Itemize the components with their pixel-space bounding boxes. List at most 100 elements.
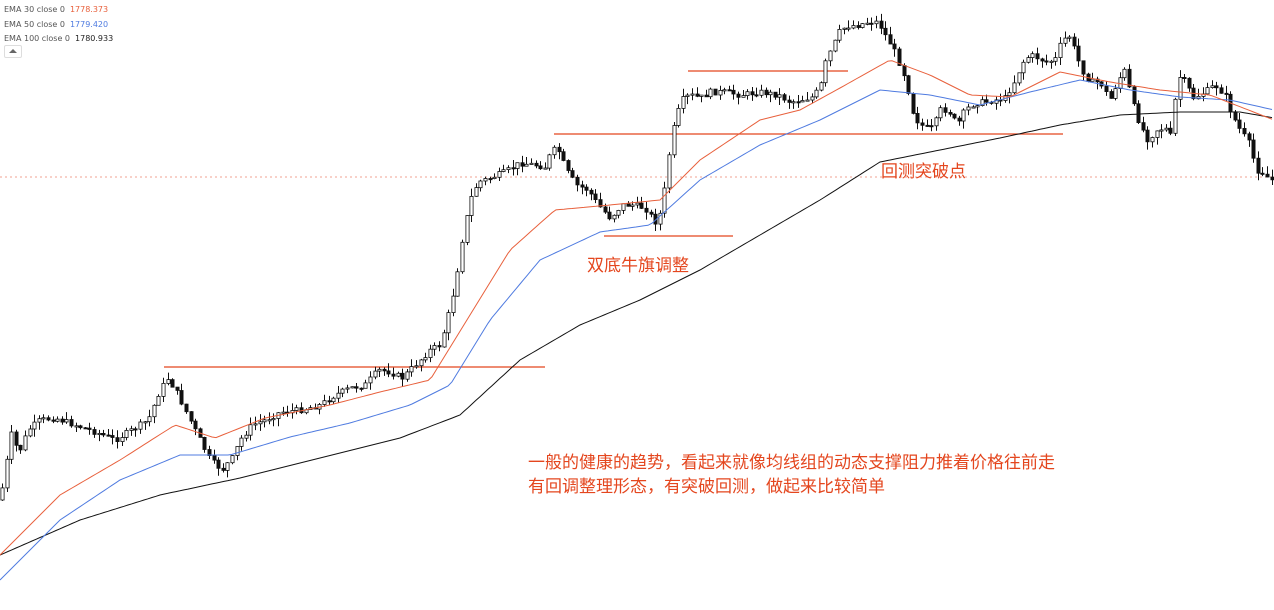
- candle-body: [534, 162, 539, 167]
- candle-body: [842, 27, 847, 30]
- candle-body: [1247, 133, 1252, 141]
- candle-body: [248, 424, 253, 436]
- candle-body: [202, 436, 207, 450]
- candle-body: [846, 27, 851, 30]
- candle-body: [1081, 60, 1086, 75]
- candle-body: [1127, 68, 1132, 88]
- candle-body: [74, 425, 79, 428]
- candle-body: [368, 376, 373, 384]
- candle-body: [754, 94, 759, 97]
- legend-ema50[interactable]: EMA 50 close 0 1779.420: [4, 18, 113, 33]
- candle-body: [506, 167, 511, 170]
- candle-body: [1150, 137, 1155, 143]
- candle-body: [782, 94, 787, 101]
- candle-body: [911, 93, 916, 114]
- legend-ema100-label: EMA 100 close 0: [4, 34, 71, 43]
- candle-body: [662, 187, 667, 214]
- annotation-double-bottom: 双底牛旗调整: [587, 256, 689, 276]
- candle-body: [152, 404, 157, 418]
- candle-body: [497, 171, 502, 178]
- candlesticks: [0, 13, 1274, 501]
- candle-body: [483, 178, 488, 182]
- candle-body: [179, 390, 184, 405]
- candle-body: [938, 107, 943, 119]
- candle-body: [672, 125, 677, 156]
- candle-body: [253, 423, 258, 426]
- candle-body: [1164, 127, 1169, 131]
- candle-body: [727, 89, 732, 92]
- candle-body: [603, 206, 608, 213]
- candle-body: [18, 444, 23, 451]
- candle-body: [129, 428, 134, 431]
- candle-body: [340, 388, 345, 394]
- candle-body: [331, 397, 336, 403]
- candle-body: [455, 271, 460, 297]
- candle-body: [41, 417, 46, 420]
- candle-body: [1030, 53, 1035, 59]
- candle-body: [1141, 122, 1146, 131]
- candle-body: [60, 418, 65, 423]
- candle-body: [501, 169, 506, 172]
- level-lines: [0, 70, 1274, 368]
- candle-body: [1173, 98, 1178, 134]
- candle-body: [115, 437, 120, 443]
- candle-body: [722, 89, 727, 92]
- candle-body: [616, 209, 621, 216]
- candle-body: [432, 345, 437, 350]
- candle-body: [391, 373, 396, 377]
- candle-body: [1233, 111, 1238, 121]
- candle-body: [267, 419, 272, 422]
- legend-ema50-value: 1779.420: [69, 19, 109, 29]
- candle-body: [777, 94, 782, 98]
- candle-body: [966, 106, 971, 111]
- candle-body: [46, 417, 51, 421]
- candle-body: [1104, 85, 1109, 92]
- candle-body: [538, 165, 543, 170]
- legend-collapse-button[interactable]: [4, 45, 22, 58]
- candle-body: [948, 112, 953, 115]
- candle-body: [667, 154, 672, 189]
- candle-body: [437, 345, 442, 348]
- candle-body: [1026, 57, 1031, 63]
- legend-ema30[interactable]: EMA 30 close 0 1778.373: [4, 3, 113, 18]
- candle-body: [1063, 37, 1068, 44]
- candle-body: [1256, 157, 1261, 174]
- candle-body: [423, 357, 428, 361]
- candle-body: [929, 125, 934, 128]
- legend-ema50-label: EMA 50 close 0: [4, 19, 65, 29]
- candle-body: [37, 418, 42, 423]
- candle-body: [9, 431, 14, 460]
- candle-body: [1265, 173, 1270, 178]
- candle-body: [244, 434, 249, 439]
- ema100-line: [0, 111, 1273, 556]
- candle-body: [1132, 86, 1137, 105]
- candle-body: [851, 25, 856, 29]
- legend-ema100[interactable]: EMA 100 close 0 1780.933: [4, 32, 113, 47]
- candle-body: [883, 27, 888, 36]
- candle-body: [492, 176, 497, 180]
- ema50-line: [0, 79, 1273, 581]
- candle-body: [1090, 78, 1095, 82]
- candle-body: [147, 416, 152, 423]
- chevron-up-icon: [9, 49, 17, 53]
- candle-body: [446, 312, 451, 334]
- candle-body: [193, 420, 198, 430]
- candle-body: [557, 146, 562, 153]
- candle-body: [529, 162, 534, 165]
- candle-body: [1145, 129, 1150, 143]
- candle-body: [796, 101, 801, 104]
- candle-body: [566, 160, 571, 171]
- candle-body: [524, 163, 529, 167]
- candle-body: [64, 419, 69, 423]
- candle-body: [488, 178, 493, 181]
- candle-body: [736, 93, 741, 98]
- candle-body: [865, 22, 870, 25]
- ema30-line: [0, 60, 1273, 556]
- candle-body: [1067, 36, 1072, 39]
- candle-body: [823, 60, 828, 84]
- candle-body: [409, 366, 414, 373]
- annotation-note-line2: 有回调整理形态，有突破回测，做起来比较简单: [528, 477, 885, 497]
- candle-body: [262, 419, 267, 423]
- candle-body: [143, 421, 148, 424]
- candle-body: [704, 94, 709, 98]
